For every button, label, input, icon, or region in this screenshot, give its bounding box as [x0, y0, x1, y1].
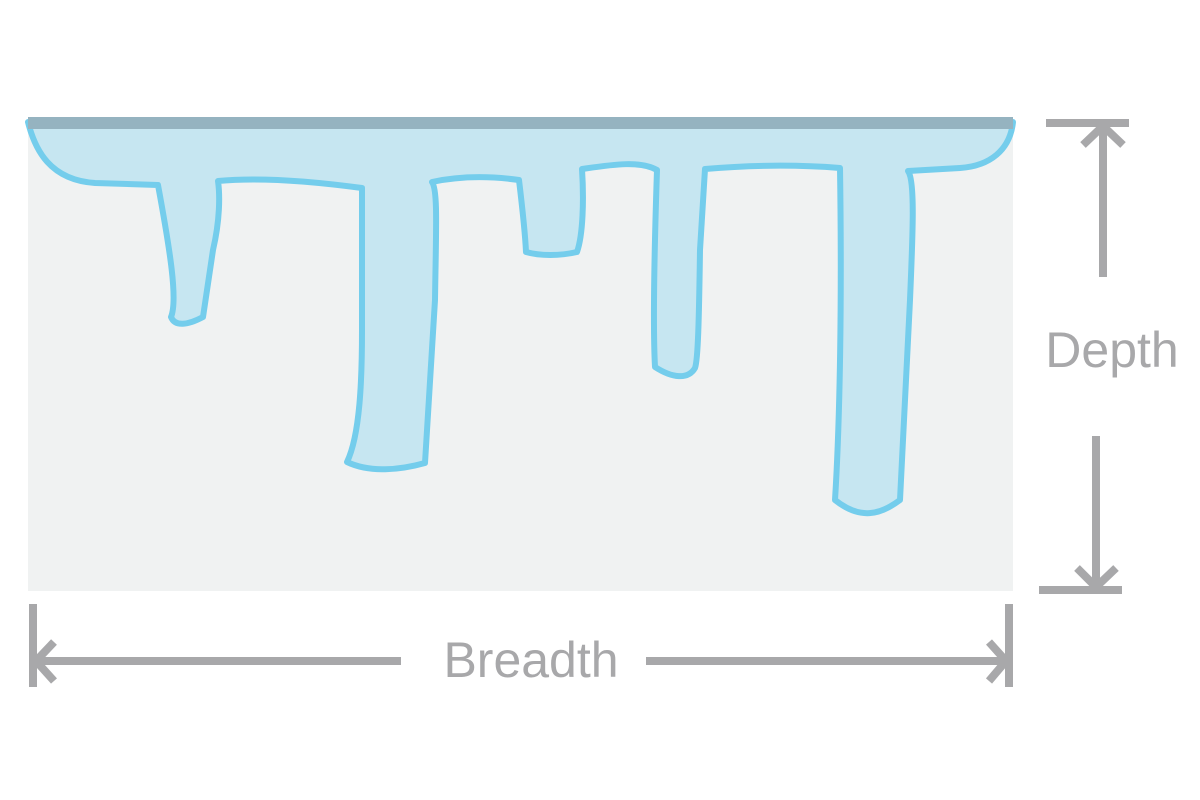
- breadth-label: Breadth: [443, 632, 618, 688]
- depth-label: Depth: [1045, 322, 1178, 378]
- top-surface-band: [28, 117, 1013, 129]
